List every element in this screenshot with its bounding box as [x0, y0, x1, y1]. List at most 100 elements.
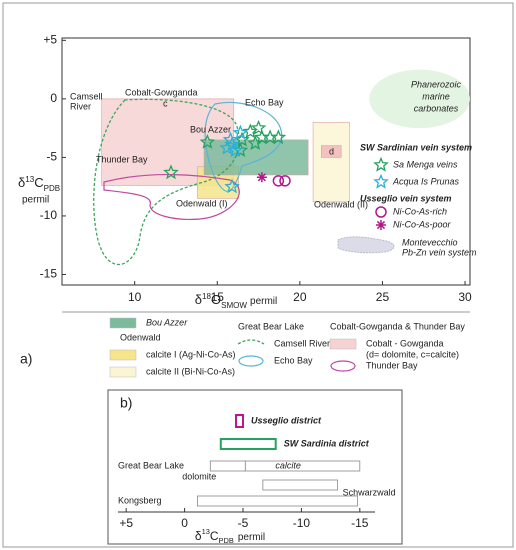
range-bar	[234, 414, 244, 428]
y-tick-label: -15	[40, 267, 58, 281]
key-heading: Great Bear Lake	[238, 321, 304, 331]
legend-heading: Usseglio vein system	[360, 193, 452, 203]
key-label: Camsell River	[274, 338, 330, 348]
key-label: (d= dolomite, c=calcite)	[366, 349, 459, 359]
panel-b-frame	[107, 389, 403, 545]
legend-symbol	[375, 206, 387, 218]
key-label: Bou Azzer	[146, 317, 188, 327]
star-marker	[242, 123, 259, 139]
key-heading: Cobalt-Gowganda & Thunder Bay	[330, 321, 465, 331]
camsell-river-curve	[93, 98, 240, 266]
star-marker	[163, 164, 179, 180]
key-swatch	[109, 317, 137, 329]
star-marker	[227, 142, 244, 157]
key-swatch	[330, 360, 356, 372]
annotation: marine	[422, 91, 450, 101]
y-tick-label: -5	[46, 150, 57, 164]
axis-title-part: O	[211, 292, 221, 307]
row-label: Usseglio district	[251, 415, 322, 425]
range-bar	[262, 479, 339, 491]
y-tick-label: 0	[50, 91, 57, 105]
x-tick-label: 25	[376, 290, 390, 304]
range-bar	[219, 438, 277, 450]
range-bar	[197, 495, 358, 507]
row-label: Kongsberg	[118, 495, 162, 505]
plot-frame	[61, 37, 471, 286]
annotation: Odenwald (II)	[314, 199, 368, 209]
axis-title-part: δ	[18, 175, 25, 190]
axis-title-part: 13	[202, 527, 210, 536]
legend-label: Ni-Co-As-poor	[393, 219, 452, 229]
star-marker	[247, 135, 263, 150]
legend-label: Sa Menga veins	[393, 159, 458, 169]
panel-label: b)	[120, 395, 132, 411]
axis-title-part: 18	[202, 292, 211, 301]
axis-title: δ18OSMOW permil	[195, 292, 278, 310]
axis-title-part: SMOW	[221, 301, 247, 310]
row-label: Great Bear Lake	[118, 460, 184, 470]
x-tick-label: -10	[293, 516, 311, 530]
circle-marker	[279, 175, 291, 187]
x-tick-label: 15	[211, 290, 225, 304]
axis-title: δ13CPDB permil	[195, 527, 265, 545]
legend-symbol	[373, 156, 389, 172]
annotation: Odenwald (I)	[176, 198, 228, 208]
annotation: Cobalt-Gowganda	[125, 87, 198, 97]
legend-label: Ni-Co-As-rich	[393, 206, 447, 216]
axis-title: δ13CPDB	[18, 175, 60, 193]
axis-title-part: C	[34, 175, 43, 190]
row-label: SW Sardinia district	[284, 438, 370, 448]
x-tick-label: 0	[181, 516, 188, 530]
key-label: Echo Bay	[274, 355, 313, 365]
annotation: Bou Azzer	[190, 124, 231, 134]
legend-symbol	[376, 220, 386, 230]
key-swatch	[237, 339, 265, 345]
star-marker	[250, 119, 267, 135]
x-tick-label: -5	[238, 516, 249, 530]
key-label: Cobalt - Gowganda	[366, 338, 444, 348]
annotation: c	[163, 98, 168, 108]
range-bar	[244, 460, 361, 472]
axis-title-unit: permil	[238, 532, 265, 543]
star-marker	[222, 131, 239, 147]
key-heading: Odenwald	[120, 332, 161, 342]
x-tick-label: -15	[351, 516, 369, 530]
region	[321, 145, 342, 158]
legend-symbol	[373, 173, 389, 189]
x-tick-label: 30	[458, 290, 472, 304]
curves	[93, 98, 395, 266]
y-tick-label: -10	[40, 208, 58, 222]
axis-title-part: δ	[195, 292, 202, 307]
star-marker	[232, 124, 249, 140]
axis-title-part: 13	[25, 175, 34, 184]
panel-label: a)	[20, 351, 32, 367]
y-tick-label: +5	[43, 33, 57, 47]
axis-title-part: PDB	[219, 536, 234, 545]
key-swatch	[109, 366, 137, 378]
axis-title-unit: permil	[250, 296, 277, 307]
annotation: carbonates	[414, 103, 459, 113]
x-tick-label: 20	[293, 290, 307, 304]
axis-title-part: C	[210, 529, 219, 543]
key-swatch	[109, 349, 137, 361]
legend-heading: SW Sardinian vein system	[360, 142, 472, 152]
axis-title-unit: permil	[22, 195, 49, 206]
row-label: Schwarzwald	[343, 487, 396, 497]
star-marker	[199, 134, 216, 149]
annotation: Camsell	[70, 91, 103, 101]
key-label: Thunder Bay	[366, 360, 418, 370]
annotation: Thunder Bay	[96, 154, 148, 164]
legend-label: Montevecchio	[402, 237, 458, 247]
star-marker	[270, 129, 287, 145]
key-label: calcite II (Bi-Ni-Co-As)	[146, 366, 235, 376]
montevecchio-symbol	[337, 236, 395, 254]
annotation: d	[329, 146, 334, 156]
segment-label: calcite	[275, 460, 301, 470]
annotation: Echo Bay	[245, 97, 284, 107]
star-marker	[224, 178, 240, 194]
circle-marker	[272, 175, 285, 187]
annotation: River	[70, 101, 91, 111]
segment-label: dolomite	[182, 471, 216, 481]
